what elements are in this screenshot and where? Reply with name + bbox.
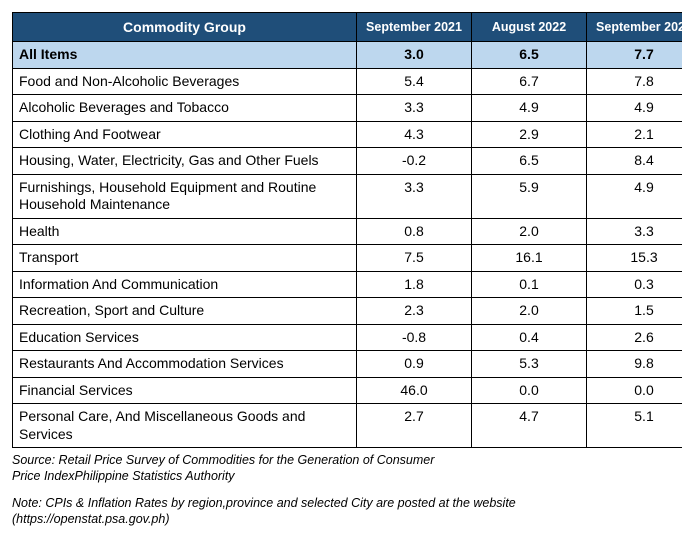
row-value: 2.1 (587, 121, 682, 148)
row-value: 1.8 (357, 271, 472, 298)
table-row: Financial Services46.00.00.0 (13, 377, 682, 404)
col-header-group: Commodity Group (13, 13, 357, 42)
row-value: 5.1 (587, 404, 682, 448)
row-label: Health (13, 218, 357, 245)
row-label: Food and Non-Alcoholic Beverages (13, 68, 357, 95)
row-value: -0.2 (357, 148, 472, 175)
all-items-label: All Items (13, 42, 357, 69)
row-value: 2.9 (472, 121, 587, 148)
table-row: Personal Care, And Miscellaneous Goods a… (13, 404, 682, 448)
table-row: Transport7.516.115.3 (13, 245, 682, 272)
row-value: 6.7 (472, 68, 587, 95)
row-value: 4.9 (472, 95, 587, 122)
col-header-sep2021: September 2021 (357, 13, 472, 42)
all-items-row: All Items 3.0 6.5 7.7 (13, 42, 682, 69)
row-value: 6.5 (472, 148, 587, 175)
row-value: 2.6 (587, 324, 682, 351)
col-header-aug2022: August 2022 (472, 13, 587, 42)
table-row: Education Services-0.80.42.6 (13, 324, 682, 351)
row-value: 0.8 (357, 218, 472, 245)
row-label: Restaurants And Accommodation Services (13, 351, 357, 378)
all-items-v1: 3.0 (357, 42, 472, 69)
row-value: 0.4 (472, 324, 587, 351)
row-value: 5.9 (472, 174, 587, 218)
row-value: 0.3 (587, 271, 682, 298)
note-text: Note: CPIs & Inflation Rates by region,p… (12, 495, 670, 528)
inflation-table: Commodity Group September 2021 August 20… (12, 12, 682, 448)
all-items-v2: 6.5 (472, 42, 587, 69)
table-row: Restaurants And Accommodation Services0.… (13, 351, 682, 378)
row-value: 4.9 (587, 174, 682, 218)
row-value: 8.4 (587, 148, 682, 175)
row-value: 4.9 (587, 95, 682, 122)
table-row: Housing, Water, Electricity, Gas and Oth… (13, 148, 682, 175)
table-row: Food and Non-Alcoholic Beverages5.46.77.… (13, 68, 682, 95)
source-text: Source: Retail Price Survey of Commoditi… (12, 452, 670, 485)
row-value: 2.0 (472, 298, 587, 325)
row-value: 0.0 (472, 377, 587, 404)
table-row: Clothing And Footwear4.32.92.1 (13, 121, 682, 148)
row-label: Transport (13, 245, 357, 272)
row-value: 2.7 (357, 404, 472, 448)
note-line1: Note: CPIs & Inflation Rates by region,p… (12, 496, 516, 510)
row-label: Education Services (13, 324, 357, 351)
row-value: 2.3 (357, 298, 472, 325)
row-value: 4.7 (472, 404, 587, 448)
source-line1: Source: Retail Price Survey of Commoditi… (12, 453, 434, 467)
row-value: 3.3 (357, 95, 472, 122)
row-value: 7.8 (587, 68, 682, 95)
table-row: Information And Communication1.80.10.3 (13, 271, 682, 298)
row-label: Furnishings, Household Equipment and Rou… (13, 174, 357, 218)
row-value: 7.5 (357, 245, 472, 272)
row-value: 1.5 (587, 298, 682, 325)
row-label: Information And Communication (13, 271, 357, 298)
row-value: 5.4 (357, 68, 472, 95)
table-row: Health0.82.03.3 (13, 218, 682, 245)
row-value: 4.3 (357, 121, 472, 148)
row-value: 3.3 (357, 174, 472, 218)
table-row: Alcoholic Beverages and Tobacco3.34.94.9 (13, 95, 682, 122)
note-line2: (https://openstat.psa.gov.ph) (12, 512, 170, 526)
row-value: 0.1 (472, 271, 587, 298)
row-value: 0.9 (357, 351, 472, 378)
col-header-sep2022: September 2022 (587, 13, 682, 42)
row-value: 3.3 (587, 218, 682, 245)
row-value: 5.3 (472, 351, 587, 378)
row-label: Personal Care, And Miscellaneous Goods a… (13, 404, 357, 448)
header-row: Commodity Group September 2021 August 20… (13, 13, 682, 42)
row-label: Clothing And Footwear (13, 121, 357, 148)
table-body: All Items 3.0 6.5 7.7 Food and Non-Alcoh… (13, 42, 682, 448)
all-items-v3: 7.7 (587, 42, 682, 69)
row-value: 9.8 (587, 351, 682, 378)
row-label: Alcoholic Beverages and Tobacco (13, 95, 357, 122)
row-value: 2.0 (472, 218, 587, 245)
row-value: -0.8 (357, 324, 472, 351)
source-line2: Price IndexPhilippine Statistics Authori… (12, 469, 235, 483)
row-value: 15.3 (587, 245, 682, 272)
row-value: 46.0 (357, 377, 472, 404)
row-value: 16.1 (472, 245, 587, 272)
row-label: Financial Services (13, 377, 357, 404)
row-label: Recreation, Sport and Culture (13, 298, 357, 325)
table-row: Recreation, Sport and Culture2.32.01.5 (13, 298, 682, 325)
table-row: Furnishings, Household Equipment and Rou… (13, 174, 682, 218)
row-value: 0.0 (587, 377, 682, 404)
row-label: Housing, Water, Electricity, Gas and Oth… (13, 148, 357, 175)
